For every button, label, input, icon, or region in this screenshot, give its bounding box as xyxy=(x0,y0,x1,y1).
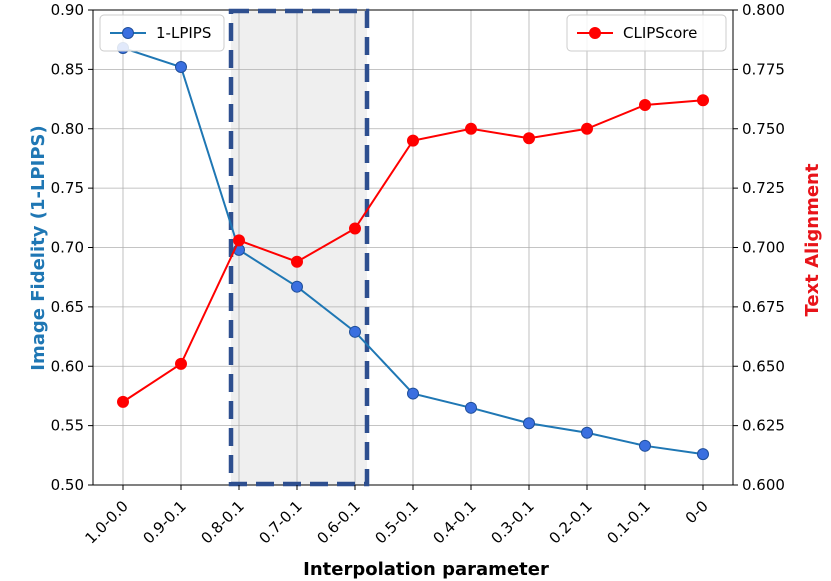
left-y-tick-label: 0.75 xyxy=(51,179,84,197)
series-point-clipscore xyxy=(523,132,535,145)
series-point-clipscore xyxy=(117,395,129,408)
x-tick-label: 0.9-0.1 xyxy=(140,497,190,547)
ticks-layer: 0.50 0.55 0.60 0.65 0.70 0.75 0.80 0.85 0.90 0.60… xyxy=(51,1,785,547)
legend-box-clipscore xyxy=(566,14,727,52)
left-y-tick-label: 0.60 xyxy=(51,357,84,375)
left-y-tick-label: 0.80 xyxy=(51,120,84,138)
series-point-clipscore xyxy=(175,357,187,370)
x-tick-label: 0.4-0.1 xyxy=(430,497,480,547)
right-y-axis-title: Text Alignment xyxy=(802,163,823,316)
series-point-1-lpips xyxy=(291,280,303,293)
x-tick-label: 0.5-0.1 xyxy=(372,497,422,547)
right-y-tick-label: 0.675 xyxy=(742,298,785,316)
highlight-border-layer xyxy=(228,8,370,487)
x-tick-label: 0.7-0.1 xyxy=(256,497,306,547)
series-point-clipscore xyxy=(697,94,709,107)
x-tick-label: 0.3-0.1 xyxy=(488,497,538,547)
series-point-1-lpips xyxy=(581,426,593,439)
left-y-axis-title: Image Fidelity (1-LPIPS) xyxy=(28,125,49,370)
right-y-tick-label: 0.725 xyxy=(742,179,785,197)
left-y-tick-label: 0.90 xyxy=(51,1,84,19)
left-y-tick-label: 0.85 xyxy=(51,60,84,78)
series-point-1-lpips xyxy=(639,439,651,452)
series-layer xyxy=(117,42,709,461)
right-y-tick-label: 0.600 xyxy=(742,476,785,494)
left-y-tick-label: 0.50 xyxy=(51,476,84,494)
series-point-clipscore xyxy=(233,234,245,247)
series-point-clipscore xyxy=(407,134,419,147)
legend-label-clipscore: CLIPScore xyxy=(623,24,697,42)
right-y-tick-label: 0.700 xyxy=(742,239,785,257)
series-point-1-lpips xyxy=(523,417,535,430)
legend-marker-clipscore xyxy=(589,27,601,39)
legend-marker-1-lpips xyxy=(122,27,134,39)
series-point-1-lpips xyxy=(465,401,477,414)
x-tick-label: 0.1-0.1 xyxy=(604,497,654,547)
series-point-clipscore xyxy=(349,222,361,235)
x-tick-label: 1.0-0.0 xyxy=(82,497,132,547)
left-y-tick-label: 0.70 xyxy=(51,239,84,257)
series-point-clipscore xyxy=(639,99,651,111)
series-point-1-lpips xyxy=(407,387,419,400)
x-tick-label: 0-0 xyxy=(682,497,712,527)
series-point-clipscore xyxy=(291,255,303,268)
x-tick-label: 0.2-0.1 xyxy=(546,497,596,547)
right-y-tick-label: 0.800 xyxy=(742,1,785,19)
left-y-tick-label: 0.65 xyxy=(51,298,84,316)
x-tick-label: 0.8-0.1 xyxy=(198,497,248,547)
x-tick-label: 0.6-0.1 xyxy=(314,497,364,547)
legend-layer: 1-LPIPS CLIPScore xyxy=(99,14,727,52)
highlight-region-border xyxy=(228,8,370,487)
grid-layer xyxy=(93,9,733,486)
legend-box-1-lpips xyxy=(99,14,225,52)
x-axis-title: Interpolation parameter xyxy=(303,559,549,580)
series-point-1-lpips xyxy=(349,325,361,338)
right-y-tick-label: 0.625 xyxy=(742,417,785,435)
right-y-tick-label: 0.750 xyxy=(742,120,785,138)
series-point-1-lpips xyxy=(697,448,709,461)
series-point-clipscore xyxy=(581,122,593,135)
legend-label-1-lpips: 1-LPIPS xyxy=(156,24,211,42)
right-y-tick-label: 0.650 xyxy=(742,357,785,375)
series-point-1-lpips xyxy=(175,61,187,73)
right-y-tick-label: 0.775 xyxy=(742,60,785,78)
left-y-tick-label: 0.55 xyxy=(51,417,84,435)
series-point-clipscore xyxy=(465,122,477,135)
